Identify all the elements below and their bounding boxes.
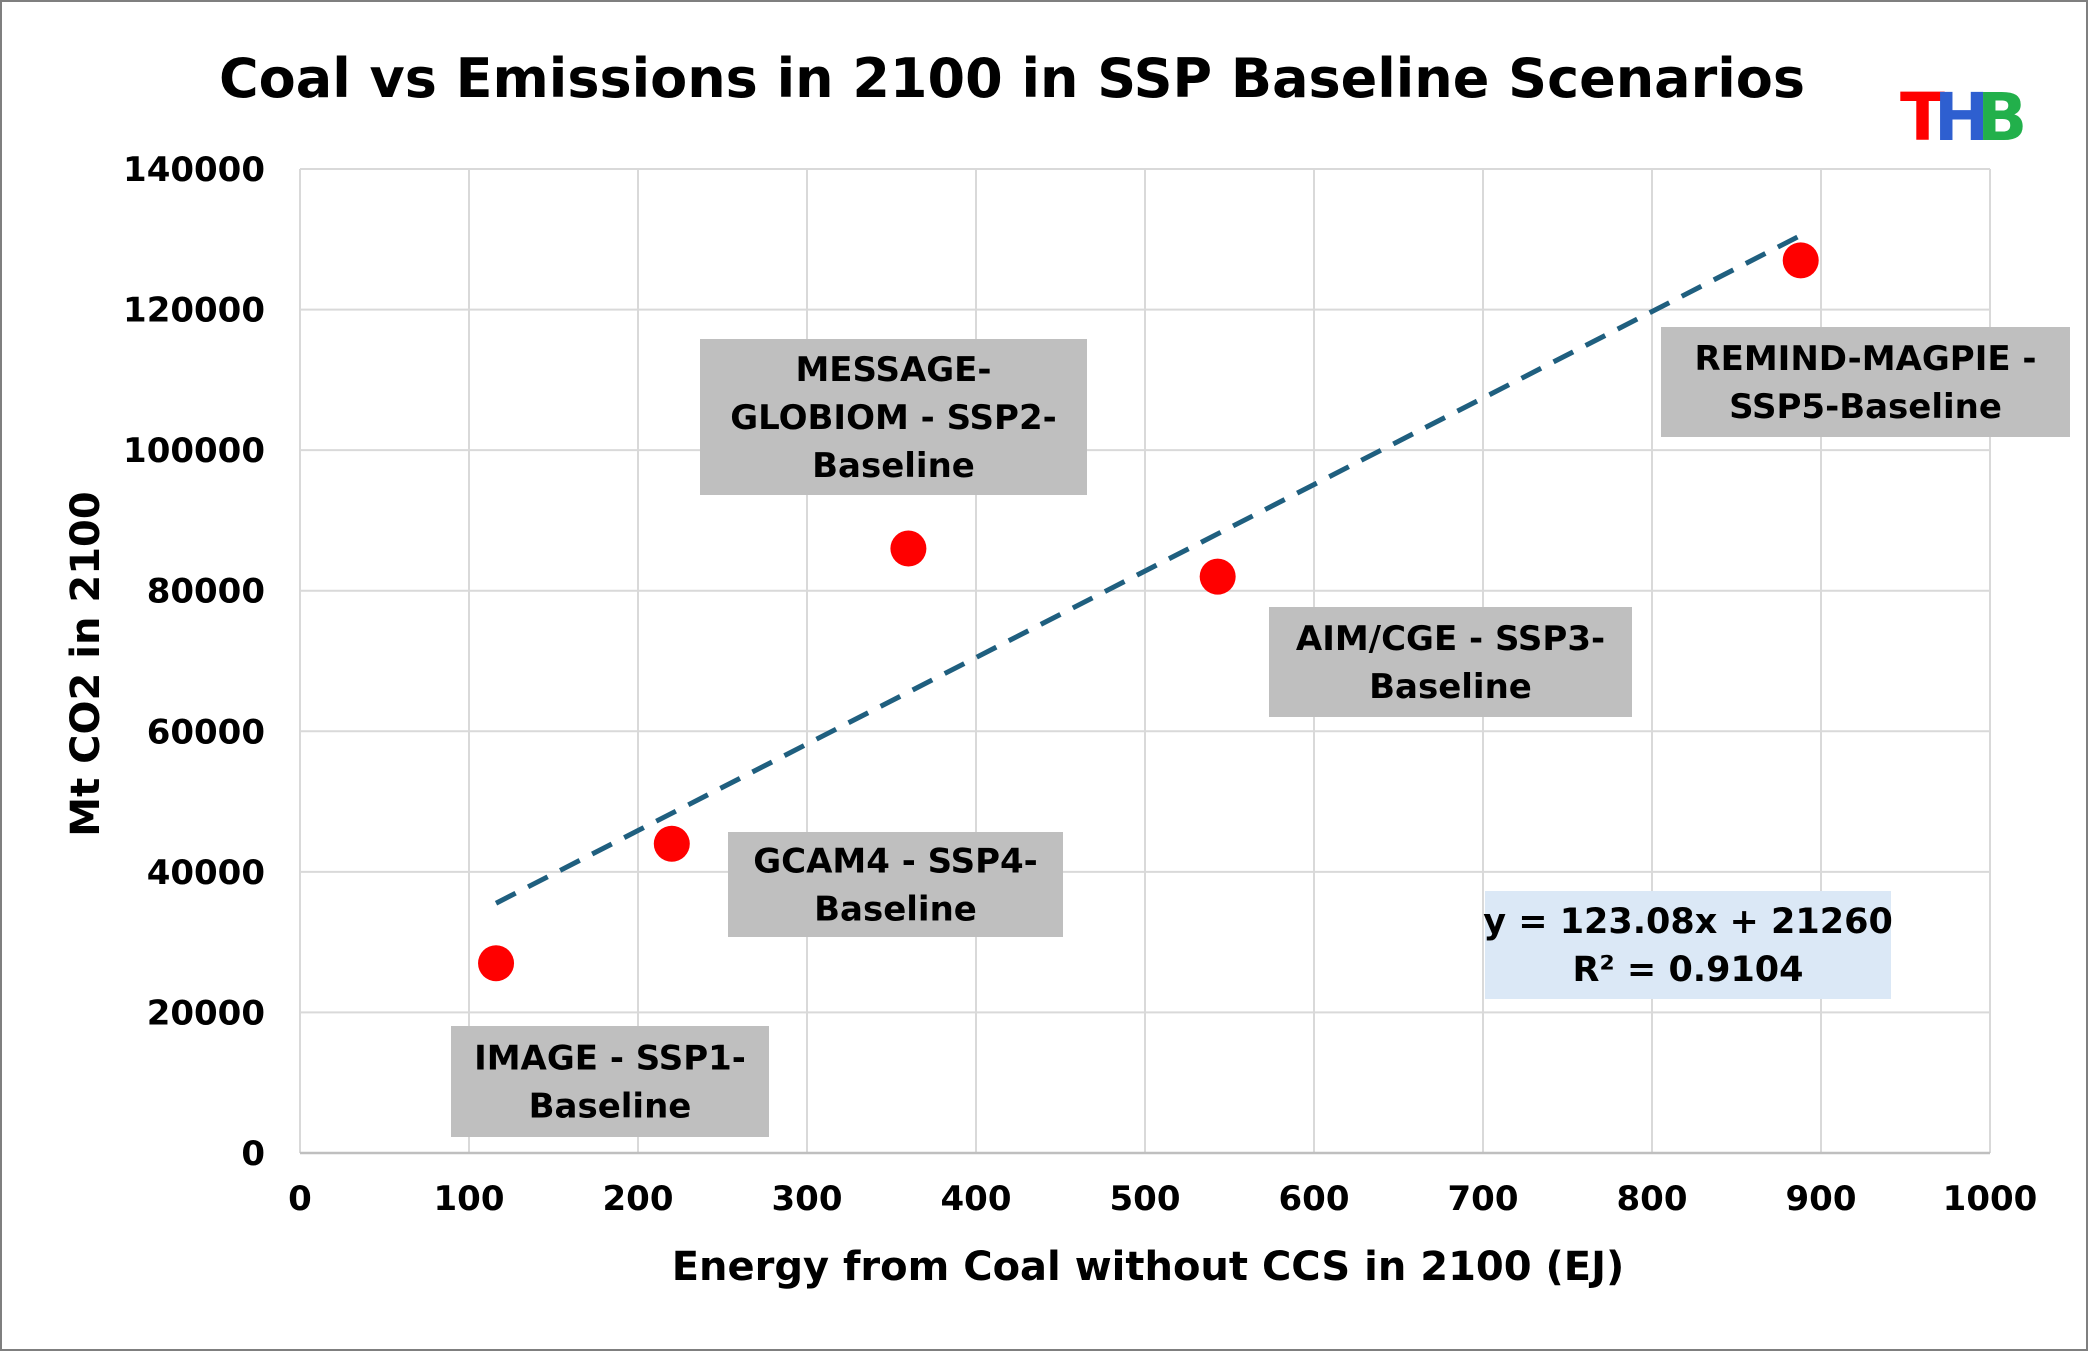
- data-label-box: [700, 339, 1087, 495]
- y-axis-title: Mt CO2 in 2100: [63, 491, 109, 836]
- data-label-text: GCAM4 - SSP4-: [753, 842, 1038, 882]
- x-axis-title: Energy from Coal without CCS in 2100 (EJ…: [672, 1244, 1625, 1290]
- data-label-text: REMIND-MAGPIE -: [1694, 339, 2036, 379]
- data-point: [478, 945, 515, 982]
- x-tick-label: 900: [1786, 1179, 1857, 1219]
- axis-layer: 0 100 200 300 400 500 600 700 800 900 1000 0 20000 40…: [123, 150, 2037, 1219]
- data-label-box: [1269, 607, 1632, 717]
- data-label-text: GLOBIOM - SSP2-: [730, 398, 1057, 438]
- thb-logo: T H B: [1900, 79, 2027, 156]
- y-tick-label: 40000: [147, 853, 265, 893]
- x-tick-label: 500: [1110, 1179, 1181, 1219]
- data-label-text: IMAGE - SSP1-: [474, 1039, 746, 1079]
- logo-letter-b: B: [1977, 79, 2027, 156]
- data-point: [890, 530, 927, 567]
- data-point: [1782, 242, 1819, 279]
- x-tick-label: 0: [288, 1179, 312, 1219]
- y-tick-label: 100000: [123, 431, 265, 471]
- equation-box: [1485, 891, 1891, 999]
- data-label-box: [451, 1026, 769, 1137]
- data-label-box: [728, 832, 1063, 937]
- data-point: [1199, 558, 1236, 595]
- x-tick-label: 700: [1448, 1179, 1519, 1219]
- data-label-text: Baseline: [1369, 667, 1532, 707]
- y-tick-label: 80000: [147, 572, 265, 612]
- x-tick-label: 800: [1617, 1179, 1688, 1219]
- x-tick-label: 400: [941, 1179, 1012, 1219]
- y-tick-label: 20000: [147, 993, 265, 1033]
- data-label-box: [1661, 327, 2070, 437]
- y-tick-label: 0: [241, 1134, 265, 1174]
- x-tick-label: 200: [603, 1179, 674, 1219]
- trendline: [494, 233, 1802, 906]
- data-label-text: Baseline: [814, 890, 977, 930]
- data-label-text: Baseline: [812, 446, 975, 486]
- data-label-text: MESSAGE-: [795, 350, 991, 390]
- chart-title: Coal vs Emissions in 2100 in SSP Baselin…: [219, 47, 1805, 110]
- y-tick-label: 120000: [123, 291, 265, 331]
- equation-text: y = 123.08x + 21260: [1483, 902, 1893, 942]
- y-tick-label: 60000: [147, 712, 265, 752]
- data-label-text: SSP5-Baseline: [1729, 387, 2002, 427]
- trendline-layer: [494, 233, 1802, 906]
- equation-text: R² = 0.9104: [1572, 950, 1803, 990]
- data-point: [653, 825, 690, 862]
- data-label-text: AIM/CGE - SSP3-: [1296, 619, 1605, 659]
- y-tick-label: 140000: [123, 150, 265, 190]
- grid-layer: [299, 168, 1991, 1154]
- x-tick-label: 600: [1279, 1179, 1350, 1219]
- logo-letter-h: H: [1934, 79, 1989, 156]
- label-layer: IMAGE - SSP1- Baseline GCAM4 - SSP4- Baseli…: [451, 327, 2070, 1137]
- x-tick-label: 1000: [1943, 1179, 2038, 1219]
- data-label-text: Baseline: [529, 1087, 692, 1127]
- logo-letter-t: T: [1900, 79, 1945, 156]
- x-tick-label: 100: [434, 1179, 505, 1219]
- point-layer: [478, 242, 1819, 982]
- x-tick-label: 300: [772, 1179, 843, 1219]
